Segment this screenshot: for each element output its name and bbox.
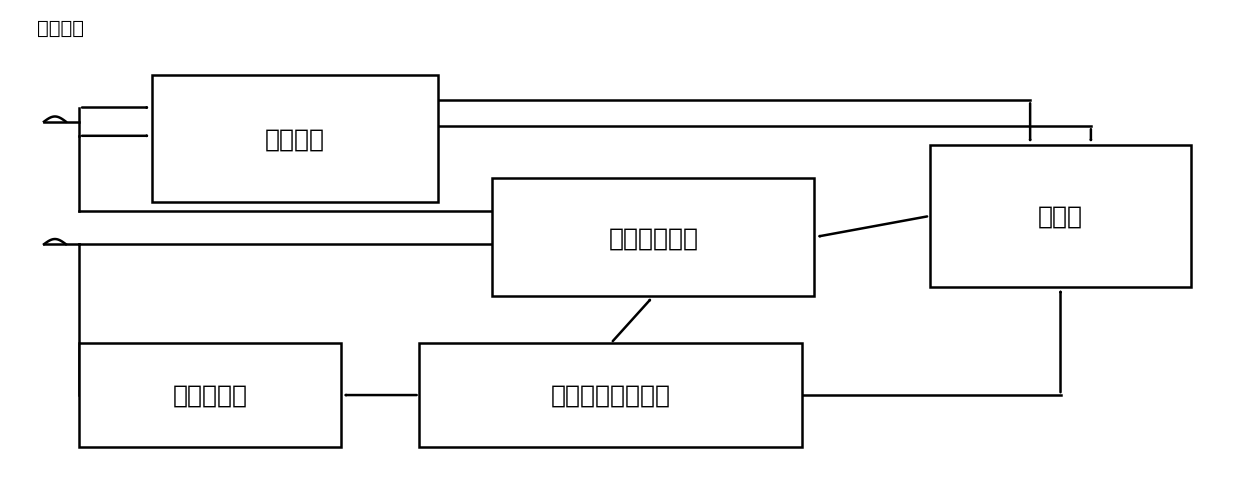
Text: 数字逻辑控制模块: 数字逻辑控制模块 <box>551 383 671 407</box>
FancyBboxPatch shape <box>419 344 802 447</box>
Text: 数模转换器: 数模转换器 <box>172 383 247 407</box>
Text: 比较器: 比较器 <box>1038 204 1083 228</box>
FancyBboxPatch shape <box>930 146 1192 287</box>
Text: 缓冲放大电路: 缓冲放大电路 <box>609 226 698 250</box>
FancyBboxPatch shape <box>492 179 815 297</box>
FancyBboxPatch shape <box>79 344 341 447</box>
FancyBboxPatch shape <box>153 75 438 203</box>
Text: 输入信号: 输入信号 <box>37 19 84 38</box>
Text: 放大电路: 放大电路 <box>265 127 325 151</box>
